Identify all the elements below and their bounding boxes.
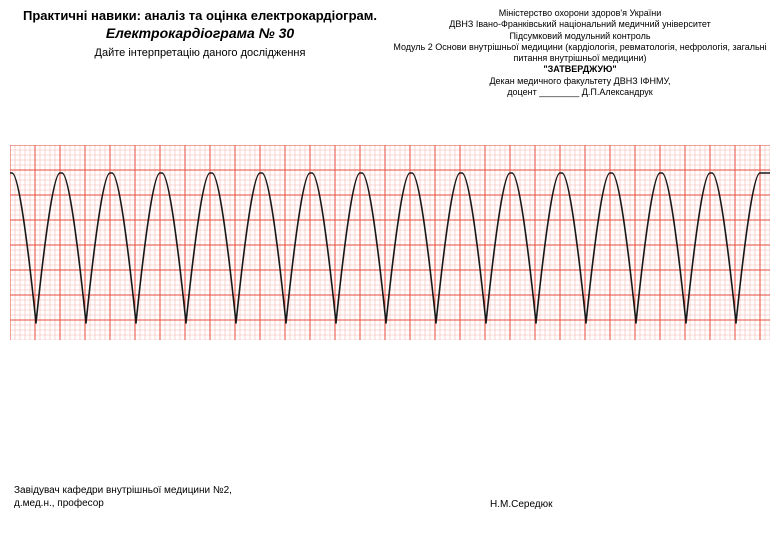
footer-left: Завідувач кафедри внутрішньої медицини №…	[14, 484, 232, 510]
dean-name-text: доцент ________ Д.П.Александрук	[390, 87, 770, 98]
title-main: Практичні навики: аналіз та оцінка елект…	[10, 8, 390, 23]
module-text: Модуль 2 Основи внутрішньої медицини (ка…	[390, 42, 770, 65]
title-sub: Електрокардіограма № 30	[10, 25, 390, 41]
chief-line1: Завідувач кафедри внутрішньої медицини №…	[14, 484, 232, 497]
instruction-text: Дайте інтерпретацію даного дослідження	[10, 47, 390, 59]
ecg-strip	[10, 145, 770, 340]
control-text: Підсумковий модульний контроль	[390, 31, 770, 42]
chief-line2: д.мед.н., професор	[14, 497, 232, 510]
footer-signer: Н.М.Середюк	[490, 499, 553, 510]
university-text: ДВНЗ Івано-Франківський національний мед…	[390, 19, 770, 30]
ministry-text: Міністерство охорони здоров'я України	[390, 8, 770, 19]
approved-text: "ЗАТВЕРДЖУЮ"	[390, 64, 770, 75]
dean-text: Декан медичного факультету ДВНЗ ІФНМУ,	[390, 76, 770, 87]
ecg-svg	[10, 145, 770, 340]
